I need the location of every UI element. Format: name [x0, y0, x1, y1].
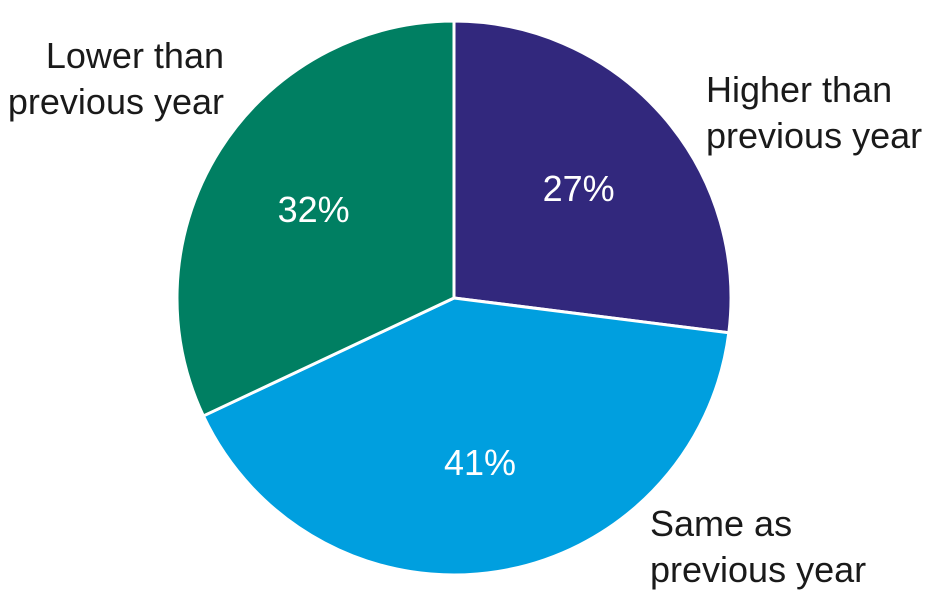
slice-category-label-line: previous year — [8, 81, 224, 122]
slice-value-label-3: 32% — [278, 189, 350, 230]
pie-slice-3 — [175, 19, 456, 418]
slice-category-label-line: Higher than — [706, 69, 892, 110]
slice-category-label-line: Lower than — [46, 35, 224, 76]
pie-slices — [175, 19, 733, 577]
pie-slice-2 — [201, 296, 731, 577]
slice-category-label-1: Higher than previous year — [706, 69, 922, 156]
slice-category-label-line: Same as — [650, 503, 792, 544]
slice-value-label-1: 27% — [543, 168, 615, 209]
slice-category-label-line: previous year — [706, 115, 922, 156]
slice-category-labels: Higher than previous year Same as previous … — [8, 35, 922, 590]
pie-slice-1 — [452, 19, 733, 335]
slice-category-label-3: Lower than previous year — [8, 35, 224, 122]
slice-category-label-line: previous year — [650, 549, 866, 590]
slice-value-label-2: 41% — [444, 442, 516, 483]
slice-category-label-2: Same as previous year — [650, 503, 866, 590]
slice-value-labels: 27% 41% 32% — [278, 168, 615, 483]
